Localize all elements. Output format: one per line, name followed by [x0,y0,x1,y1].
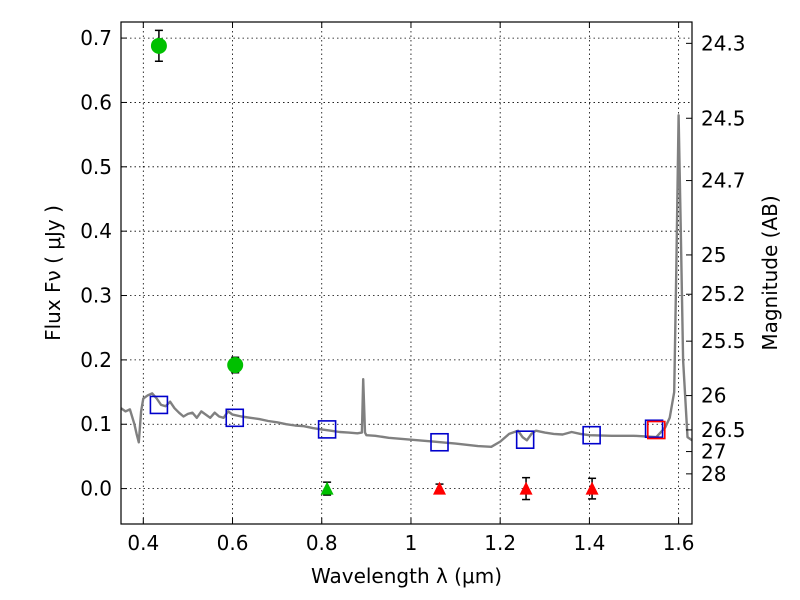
x-tick-label: 0.6 [217,531,249,555]
upper-limit-marker [585,481,599,495]
y-tick-label: 0.2 [80,348,112,372]
y-tick-label: 0.7 [80,26,112,50]
magnitude-tick-label: 27 [701,440,726,464]
magnitude-tick-label: 24.5 [701,106,746,130]
y-tick-label: 0.5 [80,155,112,179]
x-tick-label: 0.8 [306,531,338,555]
y-tick-label: 0.3 [80,284,112,308]
magnitude-tick-label: 28 [701,462,726,486]
y-axis-label: Flux Fν ( μJy ) [41,205,65,341]
magnitude-tick-label: 26.5 [701,418,746,442]
magnitude-tick-label: 25.2 [701,282,746,306]
x-tick-label: 0.4 [127,531,159,555]
model-flux-marker [647,420,666,440]
y-tick-label: 0.0 [80,477,112,501]
y2-axis-label: Magnitude (AB) [758,195,782,350]
x-tick-label: 1 [405,531,418,555]
detection-marker [150,37,167,54]
model-flux-marker [225,408,245,428]
y-tick-label: 0.6 [80,90,112,114]
magnitude-tick-label: 26 [701,384,726,408]
plot-data [120,29,693,501]
upper-limit-marker [519,481,533,495]
plot-frame [120,21,693,525]
model-flux-marker [582,425,601,445]
model-flux-marker [430,432,449,452]
x-axis-label: Wavelength λ (μm) [311,564,502,588]
x-tick-label: 1.4 [573,531,605,555]
x-tick-label: 1.6 [663,531,695,555]
axis-ticks: 0.4 0.6 0.8 1 1.2 1.4 1.6 0.0 0.1 0.2 0.3 0.4 0.5 0.6… [80,22,746,555]
magnitude-tick-label: 25 [701,243,726,267]
model-flux-marker [149,395,169,415]
magnitude-tick-label: 24.3 [701,31,746,55]
x-tick-label: 1.2 [484,531,516,555]
grid-lines [121,22,692,524]
magnitude-tick-label: 25.5 [701,329,746,353]
y-tick-label: 0.1 [80,412,112,436]
y-tick-label: 0.4 [80,219,112,243]
magnitude-tick-label: 24.7 [701,169,746,193]
upper-limit-marker [433,481,447,495]
model-flux-marker [515,430,535,449]
model-flux-marker [317,420,337,439]
model-flux-marker [644,419,664,439]
detection-marker [227,357,244,374]
upper-limit-marker [320,481,334,495]
template-spectrum-line [120,114,693,448]
